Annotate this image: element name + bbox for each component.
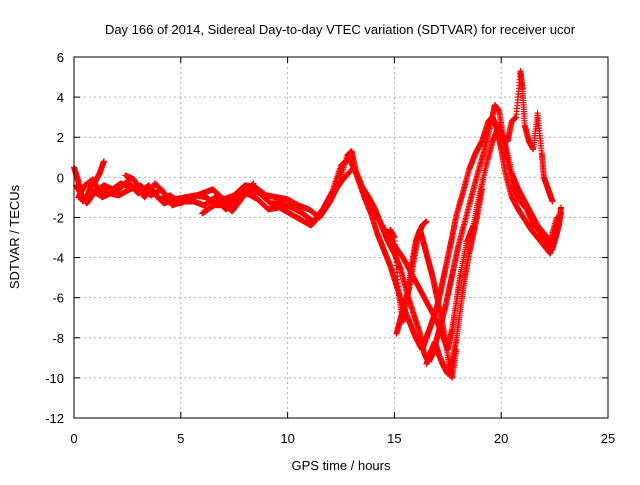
data-point-marker [549, 198, 556, 205]
data-point-marker [83, 194, 90, 201]
x-tick-label: 5 [177, 431, 184, 446]
data-point-marker [162, 191, 169, 198]
data-point-marker [558, 210, 565, 217]
data-point-marker [558, 204, 565, 211]
y-tick-label: 6 [57, 50, 64, 65]
series-trace [199, 180, 257, 217]
y-tick-label: -8 [52, 331, 64, 346]
y-axis-label: SDTVAR / TECUs [7, 184, 22, 289]
x-tick-label: 20 [494, 431, 508, 446]
series-trace [73, 114, 565, 353]
data-point-marker [553, 214, 560, 221]
y-tick-label: 4 [57, 90, 64, 105]
data-layer [71, 68, 565, 381]
y-tick-label: 2 [57, 130, 64, 145]
y-tick-label: -2 [52, 210, 64, 225]
plot-frame [73, 56, 609, 419]
data-point-marker [162, 192, 169, 199]
x-axis-label: GPS time / hours [292, 458, 391, 473]
y-tick-label: -10 [45, 371, 64, 386]
y-tick-label: -6 [52, 291, 64, 306]
x-tick-label: 0 [70, 431, 77, 446]
data-point-marker [249, 181, 256, 188]
x-tick-label: 10 [280, 431, 294, 446]
data-point-marker [478, 186, 485, 193]
series-trace [504, 68, 556, 205]
series-trace [393, 218, 430, 337]
series-trace [423, 186, 485, 377]
x-tick-label: 25 [601, 431, 615, 446]
y-tick-label: 0 [57, 170, 64, 185]
y-tick-label: -4 [52, 251, 64, 266]
y-tick-label: -12 [45, 411, 64, 426]
series-trace [122, 172, 169, 201]
data-point-marker [423, 218, 430, 225]
chart-title: Day 166 of 2014, Sidereal Day-to-day VTE… [105, 22, 576, 37]
x-tick-label: 15 [387, 431, 401, 446]
series-trace [83, 158, 107, 201]
data-point-marker [250, 180, 257, 187]
